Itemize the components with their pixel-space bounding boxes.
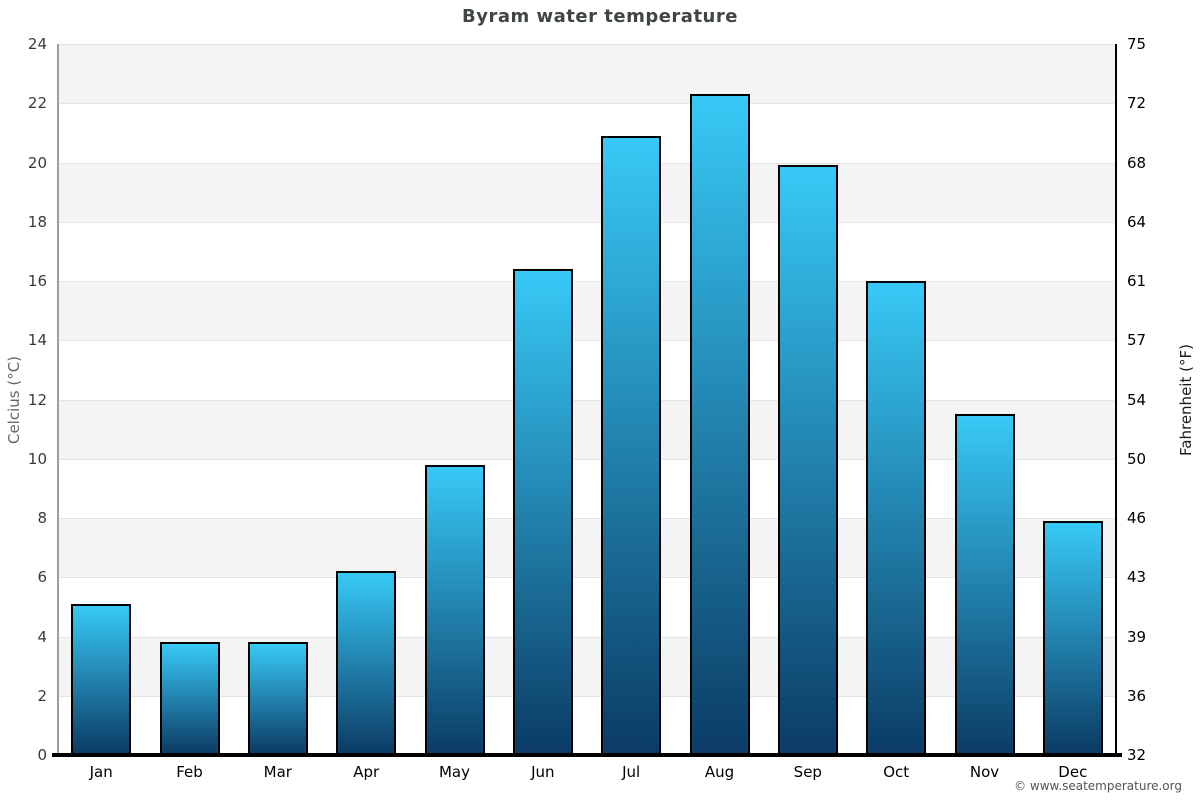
bar-jun bbox=[512, 269, 573, 755]
x-tick-jul: Jul bbox=[622, 763, 641, 781]
background-band bbox=[57, 340, 1117, 400]
y-axis-line-right bbox=[1115, 44, 1117, 755]
bar-mar bbox=[247, 642, 308, 755]
bar-aug bbox=[689, 94, 750, 755]
gridline bbox=[57, 518, 1117, 519]
x-tick-mar: Mar bbox=[263, 763, 292, 781]
background-band bbox=[57, 281, 1117, 341]
x-tick-apr: Apr bbox=[353, 763, 380, 781]
bar-jul bbox=[601, 135, 662, 755]
gridline bbox=[57, 103, 1117, 104]
bar-sep bbox=[777, 165, 838, 755]
x-tick-jun: Jun bbox=[531, 763, 555, 781]
bar-nov bbox=[954, 414, 1015, 755]
y-tick-fahrenheit-46: 46 bbox=[1127, 509, 1147, 527]
background-band bbox=[57, 636, 1117, 696]
y-tick-celsius-2: 2 bbox=[37, 687, 47, 705]
x-tick-nov: Nov bbox=[969, 763, 1000, 781]
background-band bbox=[57, 162, 1117, 222]
y-tick-fahrenheit-50: 50 bbox=[1127, 450, 1147, 468]
gridline bbox=[57, 577, 1117, 578]
y-tick-celsius-14: 14 bbox=[27, 331, 47, 349]
y-tick-fahrenheit-61: 61 bbox=[1127, 272, 1147, 290]
y-tick-fahrenheit-43: 43 bbox=[1127, 568, 1147, 586]
background-band bbox=[57, 103, 1117, 163]
gridline bbox=[57, 281, 1117, 282]
x-tick-aug: Aug bbox=[704, 763, 735, 781]
x-tick-may: May bbox=[438, 763, 470, 781]
gridline bbox=[57, 163, 1117, 164]
y-tick-celsius-18: 18 bbox=[27, 213, 47, 231]
y-tick-fahrenheit-64: 64 bbox=[1127, 213, 1147, 231]
background-band bbox=[57, 695, 1117, 755]
y-tick-fahrenheit-36: 36 bbox=[1127, 687, 1147, 705]
y-axis-line-left bbox=[57, 44, 59, 755]
y-tick-fahrenheit-75: 75 bbox=[1127, 35, 1147, 53]
bar-feb bbox=[159, 642, 220, 755]
y-tick-celsius-24: 24 bbox=[27, 35, 47, 53]
y-tick-fahrenheit-39: 39 bbox=[1127, 628, 1147, 646]
y-tick-celsius-8: 8 bbox=[37, 509, 47, 527]
y-axis-label-celsius: Celcius (°C) bbox=[5, 355, 23, 444]
background-band bbox=[57, 577, 1117, 637]
copyright-footer-link[interactable]: © www.seatemperature.org bbox=[1014, 779, 1182, 793]
bar-dec bbox=[1042, 520, 1103, 755]
y-tick-celsius-22: 22 bbox=[27, 94, 47, 112]
gridline bbox=[57, 340, 1117, 341]
bar-oct bbox=[866, 281, 927, 755]
x-tick-oct: Oct bbox=[883, 763, 910, 781]
bar-apr bbox=[336, 571, 397, 755]
plot-area bbox=[52, 44, 1122, 757]
y-tick-celsius-12: 12 bbox=[27, 391, 47, 409]
bar-jan bbox=[71, 603, 132, 755]
chart-title: Byram water temperature bbox=[462, 6, 738, 27]
bar-may bbox=[424, 464, 485, 755]
y-tick-celsius-20: 20 bbox=[27, 154, 47, 172]
background-band bbox=[57, 221, 1117, 281]
background-band bbox=[57, 458, 1117, 518]
gridline bbox=[57, 696, 1117, 697]
gridline bbox=[57, 459, 1117, 460]
y-tick-celsius-0: 0 bbox=[37, 746, 47, 764]
y-tick-celsius-10: 10 bbox=[27, 450, 47, 468]
x-tick-dec: Dec bbox=[1058, 763, 1088, 781]
y-tick-fahrenheit-68: 68 bbox=[1127, 154, 1147, 172]
background-band bbox=[57, 44, 1117, 104]
background-band bbox=[57, 518, 1117, 578]
y-tick-fahrenheit-54: 54 bbox=[1127, 391, 1147, 409]
background-band bbox=[57, 399, 1117, 459]
y-tick-celsius-6: 6 bbox=[37, 568, 47, 586]
x-tick-feb: Feb bbox=[176, 763, 203, 781]
y-tick-fahrenheit-57: 57 bbox=[1127, 331, 1147, 349]
y-tick-celsius-4: 4 bbox=[37, 628, 47, 646]
gridline bbox=[57, 400, 1117, 401]
gridline bbox=[57, 222, 1117, 223]
y-tick-celsius-16: 16 bbox=[27, 272, 47, 290]
y-axis-label-fahrenheit: Fahrenheit (°F) bbox=[1177, 343, 1195, 456]
gridline bbox=[57, 637, 1117, 638]
y-tick-fahrenheit-32: 32 bbox=[1127, 746, 1147, 764]
gridline bbox=[57, 44, 1117, 45]
y-tick-fahrenheit-72: 72 bbox=[1127, 94, 1147, 112]
x-tick-sep: Sep bbox=[793, 763, 822, 781]
x-axis-line-bottom bbox=[52, 753, 1122, 757]
x-tick-jan: Jan bbox=[89, 763, 113, 781]
